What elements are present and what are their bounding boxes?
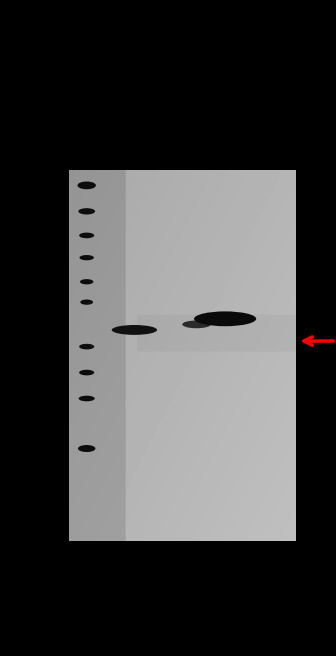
Ellipse shape [79,396,95,401]
Ellipse shape [79,344,94,350]
Ellipse shape [78,445,95,452]
Ellipse shape [182,321,211,328]
Ellipse shape [78,208,95,215]
Ellipse shape [194,312,256,326]
Ellipse shape [112,325,157,335]
Ellipse shape [80,300,93,305]
Ellipse shape [80,279,93,285]
Ellipse shape [79,370,94,375]
Ellipse shape [79,255,94,260]
Ellipse shape [77,182,96,190]
Ellipse shape [79,233,94,238]
